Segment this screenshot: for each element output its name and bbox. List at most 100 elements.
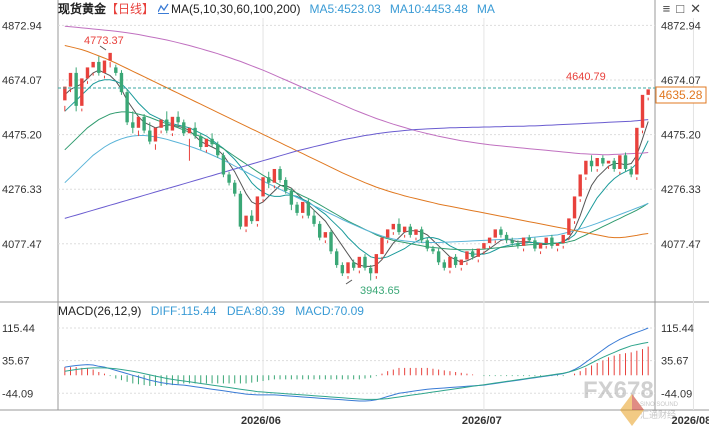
candle-body <box>408 226 413 235</box>
dea-value: DEA:80.39 <box>226 304 285 318</box>
candle-body <box>629 168 633 175</box>
chart-header: 现货黄金 【日线】 MA(5,10,30,60,100,200) MA5:452… <box>58 1 495 17</box>
candle-body <box>487 237 492 244</box>
ma10-value: MA10:4453.48 <box>389 1 468 16</box>
candle-body <box>572 196 577 219</box>
window-controls: ≡ □ ✕ <box>663 1 701 17</box>
candle-body <box>306 201 311 216</box>
diff-value: DIFF:115.44 <box>150 304 217 318</box>
candle-body <box>402 226 407 233</box>
candle-body <box>131 122 135 128</box>
candle-body <box>221 155 226 175</box>
candle-body <box>68 72 73 87</box>
candle-body <box>442 262 446 268</box>
last-high-annotation: 4640.79 <box>566 71 606 83</box>
moving-average-lines <box>64 25 649 267</box>
candle-body <box>142 116 146 131</box>
candle-body <box>448 256 452 268</box>
macd-value: MACD:70.09 <box>295 304 364 318</box>
candle-body <box>612 160 616 169</box>
macd-tick-right: 115.44 <box>661 323 694 335</box>
candle-body <box>550 237 554 246</box>
candle-body <box>267 177 271 183</box>
ma100-line <box>64 45 649 239</box>
ma5-value: MA5:4523.03 <box>309 1 381 16</box>
ma5-line <box>64 69 649 267</box>
candle-body <box>216 144 220 156</box>
candle-body <box>521 237 526 246</box>
price-tick-right: 4276.33 <box>661 184 701 196</box>
chart-type-icon[interactable] <box>157 3 170 14</box>
candle-body <box>289 190 294 205</box>
x-tick-label: 2026/07 <box>462 415 502 427</box>
candle-body <box>419 229 424 241</box>
candle-body <box>85 67 90 79</box>
candle-body <box>397 223 401 233</box>
high-annotation: 4773.37 <box>84 35 124 47</box>
candle-body <box>74 72 78 106</box>
candle-body <box>114 67 118 73</box>
ma30-line <box>64 111 649 251</box>
candle-body <box>646 89 650 95</box>
price-tick-left: 4077.47 <box>2 239 42 251</box>
candle-body <box>567 218 571 235</box>
candle-body <box>346 262 350 274</box>
candle-body <box>312 215 316 224</box>
ma-params-label: MA(5,10,30,60,100,200) <box>171 1 301 16</box>
ma60-line <box>64 135 649 243</box>
price-tick-right: 4077.47 <box>661 239 701 251</box>
candle-body <box>589 160 594 167</box>
axis-labels: 4872.94 4872.94 4674.07 4674.07 4475.20 4475.… <box>2 20 709 427</box>
candle-body <box>199 136 203 148</box>
candle-body <box>414 229 418 235</box>
candle-body <box>295 204 299 213</box>
candle-body <box>250 215 254 222</box>
candle-body <box>317 223 322 238</box>
candle-body <box>380 237 384 255</box>
candle-body <box>431 248 435 252</box>
x-tick-label: 2026/06 <box>241 415 281 427</box>
watermark-cn: 汇通财经 <box>640 409 676 420</box>
low-pointer <box>345 279 353 285</box>
candle-body <box>329 232 333 252</box>
candle-body <box>374 254 379 274</box>
ma200-line <box>64 119 649 219</box>
price-tick-right: 4872.94 <box>661 20 701 32</box>
candle-body <box>640 94 645 128</box>
candle-body <box>476 248 480 257</box>
candle-body <box>165 119 169 131</box>
candle-body <box>470 251 475 257</box>
candle-body <box>284 179 288 191</box>
price-tick-left: 4674.07 <box>2 75 42 87</box>
candle-body <box>182 122 186 134</box>
candle-body <box>618 155 622 169</box>
candle-body <box>300 201 305 213</box>
menu-icon[interactable]: ≡ <box>662 1 671 16</box>
macd-params-label: MACD(26,12,9) <box>58 304 142 318</box>
candle-body <box>63 86 67 101</box>
macd-tick-right: -44.09 <box>661 388 692 400</box>
ma_pink-line <box>64 25 649 156</box>
maximize-icon[interactable]: □ <box>676 1 685 16</box>
price-tick-right: 4475.20 <box>661 130 701 142</box>
candle-body <box>227 174 231 183</box>
candle-body <box>176 116 180 123</box>
price-tick-left: 4475.20 <box>2 130 42 142</box>
candle-body <box>527 237 531 241</box>
candle-body <box>153 127 158 142</box>
candle-body <box>108 52 112 61</box>
macd-tick-left: 115.44 <box>2 323 35 335</box>
period-label[interactable]: 【日线】 <box>106 2 155 16</box>
candle-body <box>272 168 277 183</box>
candle-body <box>504 234 509 241</box>
candle-body <box>210 138 214 145</box>
close-icon[interactable]: ✕ <box>690 1 701 16</box>
candle-body <box>453 256 458 266</box>
ma10-line <box>64 79 649 259</box>
candle-body <box>119 72 124 93</box>
watermark-sub: SINO SOUND <box>640 402 679 408</box>
candle-body <box>606 160 611 164</box>
candle-body <box>334 251 339 266</box>
candle-body <box>136 116 141 128</box>
